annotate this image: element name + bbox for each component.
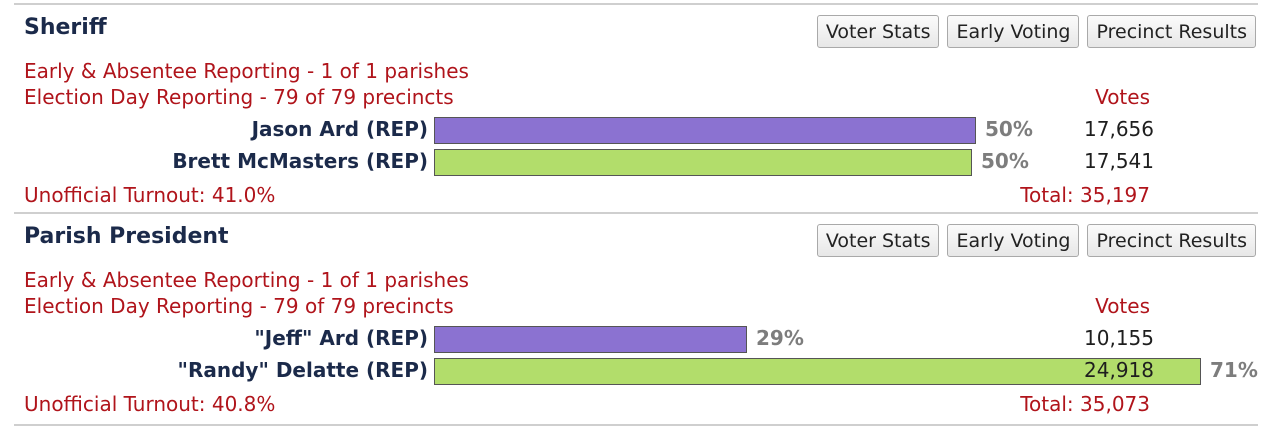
race-title: Parish President — [24, 224, 229, 249]
precinct-results-button[interactable]: Precinct Results — [1087, 224, 1256, 257]
candidate-name: "Jeff" Ard (REP) — [254, 326, 428, 350]
turnout-text: Unofficial Turnout: 41.0% — [24, 183, 276, 207]
candidate-name: Brett McMasters (REP) — [172, 149, 428, 173]
early-reporting-status: Early & Absentee Reporting - 1 of 1 pari… — [24, 59, 469, 83]
candidate-name: "Randy" Delatte (REP) — [177, 358, 428, 382]
candidate-percent: 50% — [981, 149, 1029, 173]
race-title: Sheriff — [24, 15, 107, 40]
candidate-votes: 17,656 — [1084, 117, 1154, 141]
turnout-text: Unofficial Turnout: 40.8% — [24, 392, 276, 416]
candidate-votes: 17,541 — [1084, 149, 1154, 173]
election-day-reporting-status: Election Day Reporting - 79 of 79 precin… — [24, 85, 454, 109]
total-votes: Total: 35,197 — [1020, 183, 1150, 207]
candidate-vote-bar — [434, 326, 747, 353]
total-votes: Total: 35,073 — [1020, 392, 1150, 416]
candidate-percent: 71% — [1210, 358, 1258, 382]
votes-header: Votes — [1095, 294, 1150, 318]
election-day-reporting-status: Election Day Reporting - 79 of 79 precin… — [24, 294, 454, 318]
race-buttons: Voter Stats Early Voting Precinct Result… — [816, 224, 1256, 257]
votes-header: Votes — [1095, 85, 1150, 109]
race-parish-president: Parish President Voter Stats Early Votin… — [14, 212, 1258, 426]
candidate-percent: 29% — [756, 326, 804, 350]
early-reporting-status: Early & Absentee Reporting - 1 of 1 pari… — [24, 268, 469, 292]
candidate-vote-bar — [434, 358, 1201, 385]
early-voting-button[interactable]: Early Voting — [947, 224, 1080, 257]
precinct-results-button[interactable]: Precinct Results — [1087, 15, 1256, 48]
voter-stats-button[interactable]: Voter Stats — [816, 224, 940, 257]
race-sheriff: Sheriff Voter Stats Early Voting Precinc… — [14, 3, 1258, 214]
voter-stats-button[interactable]: Voter Stats — [816, 15, 940, 48]
candidate-vote-bar — [434, 149, 972, 176]
candidate-percent: 50% — [985, 117, 1033, 141]
candidate-vote-bar — [434, 117, 976, 144]
race-buttons: Voter Stats Early Voting Precinct Result… — [816, 15, 1256, 48]
candidate-votes: 10,155 — [1084, 326, 1154, 350]
early-voting-button[interactable]: Early Voting — [947, 15, 1080, 48]
candidate-votes: 24,918 — [1084, 358, 1154, 382]
candidate-name: Jason Ard (REP) — [251, 117, 428, 141]
